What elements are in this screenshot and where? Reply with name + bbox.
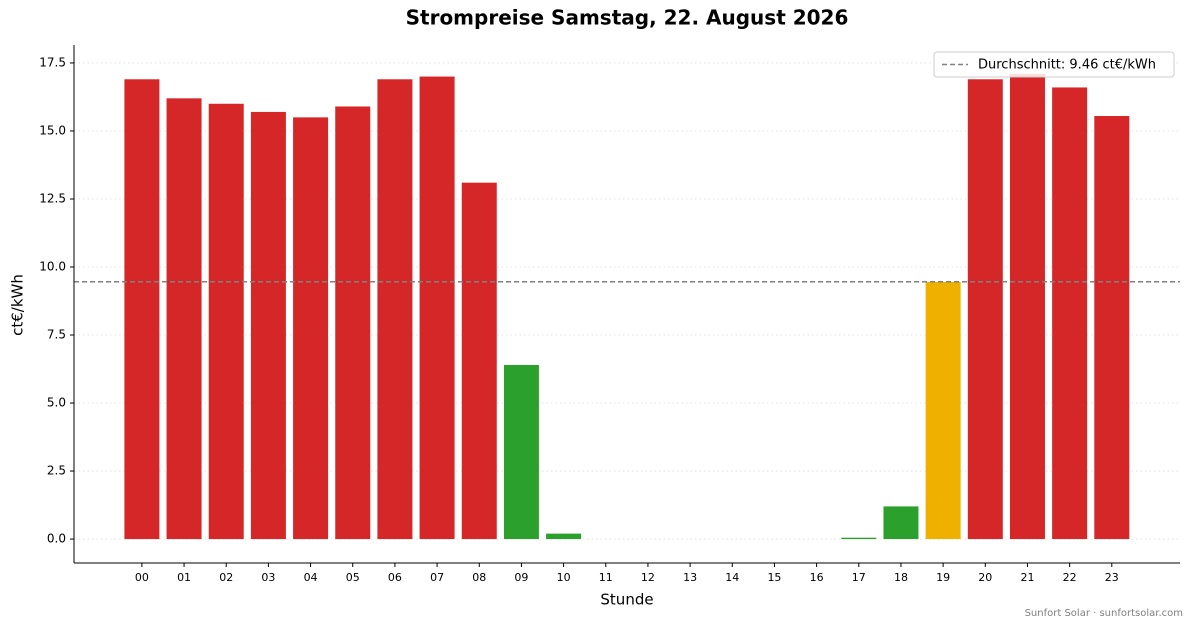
bar <box>419 76 455 540</box>
y-tick-label: 7.5 <box>47 328 66 342</box>
bar <box>1094 116 1130 540</box>
footer: Sunfort Solar · sunfortsolar.com <box>1025 608 1183 619</box>
x-tick-label: 12 <box>641 571 655 584</box>
x-tick-label: 09 <box>514 571 528 584</box>
y-tick-label: 5.0 <box>47 396 66 410</box>
bar <box>1052 87 1088 540</box>
x-tick-label: 01 <box>177 571 191 584</box>
bar <box>166 98 202 540</box>
x-tick-label: 06 <box>388 571 402 584</box>
x-tick-label: 02 <box>219 571 233 584</box>
x-tick-label: 13 <box>683 571 697 584</box>
x-tick-label: 14 <box>725 571 739 584</box>
y-tick-label: 0.0 <box>47 532 66 546</box>
x-tick-label: 00 <box>135 571 149 584</box>
bar <box>967 79 1003 540</box>
bar <box>1009 73 1045 540</box>
bar <box>546 533 582 540</box>
legend-label: Durchschnitt: 9.46 ct€/kWh <box>978 58 1156 73</box>
bar <box>377 79 413 540</box>
bar <box>124 79 160 540</box>
x-tick-label: 11 <box>599 571 613 584</box>
y-tick-label: 2.5 <box>47 464 66 478</box>
y-tick-label: 10.0 <box>39 260 66 274</box>
bar <box>208 103 244 540</box>
x-tick-label: 18 <box>894 571 908 584</box>
bar <box>883 506 919 540</box>
bar <box>250 111 286 540</box>
bar <box>335 106 371 540</box>
x-tick-label: 16 <box>810 571 824 584</box>
bar <box>841 537 877 540</box>
y-tick-label: 15.0 <box>39 123 66 137</box>
x-axis-label: Stunde <box>600 591 653 609</box>
legend-box <box>933 51 1175 78</box>
x-tick-label: 23 <box>1105 571 1119 584</box>
bar <box>293 117 329 540</box>
bar <box>503 364 539 540</box>
chart-title: Strompreise Samstag, 22. August 2026 <box>406 6 849 30</box>
bar <box>461 182 497 540</box>
x-tick-label: 04 <box>304 571 318 584</box>
x-tick-label: 05 <box>346 571 360 584</box>
y-tick-label: 12.5 <box>39 191 66 205</box>
y-axis-label: ct€/kWh <box>9 274 27 336</box>
x-tick-label: 17 <box>852 571 866 584</box>
y-tick-label: 17.5 <box>39 55 66 69</box>
x-tick-label: 03 <box>261 571 275 584</box>
x-tick-label: 08 <box>472 571 486 584</box>
x-tick-label: 15 <box>767 571 781 584</box>
x-tick-label: 19 <box>936 571 950 584</box>
x-tick-label: 21 <box>1020 571 1034 584</box>
x-tick-label: 07 <box>430 571 444 584</box>
x-tick-label: 20 <box>978 571 992 584</box>
bar <box>925 281 961 540</box>
x-tick-label: 10 <box>557 571 571 584</box>
x-tick-label: 22 <box>1063 571 1077 584</box>
